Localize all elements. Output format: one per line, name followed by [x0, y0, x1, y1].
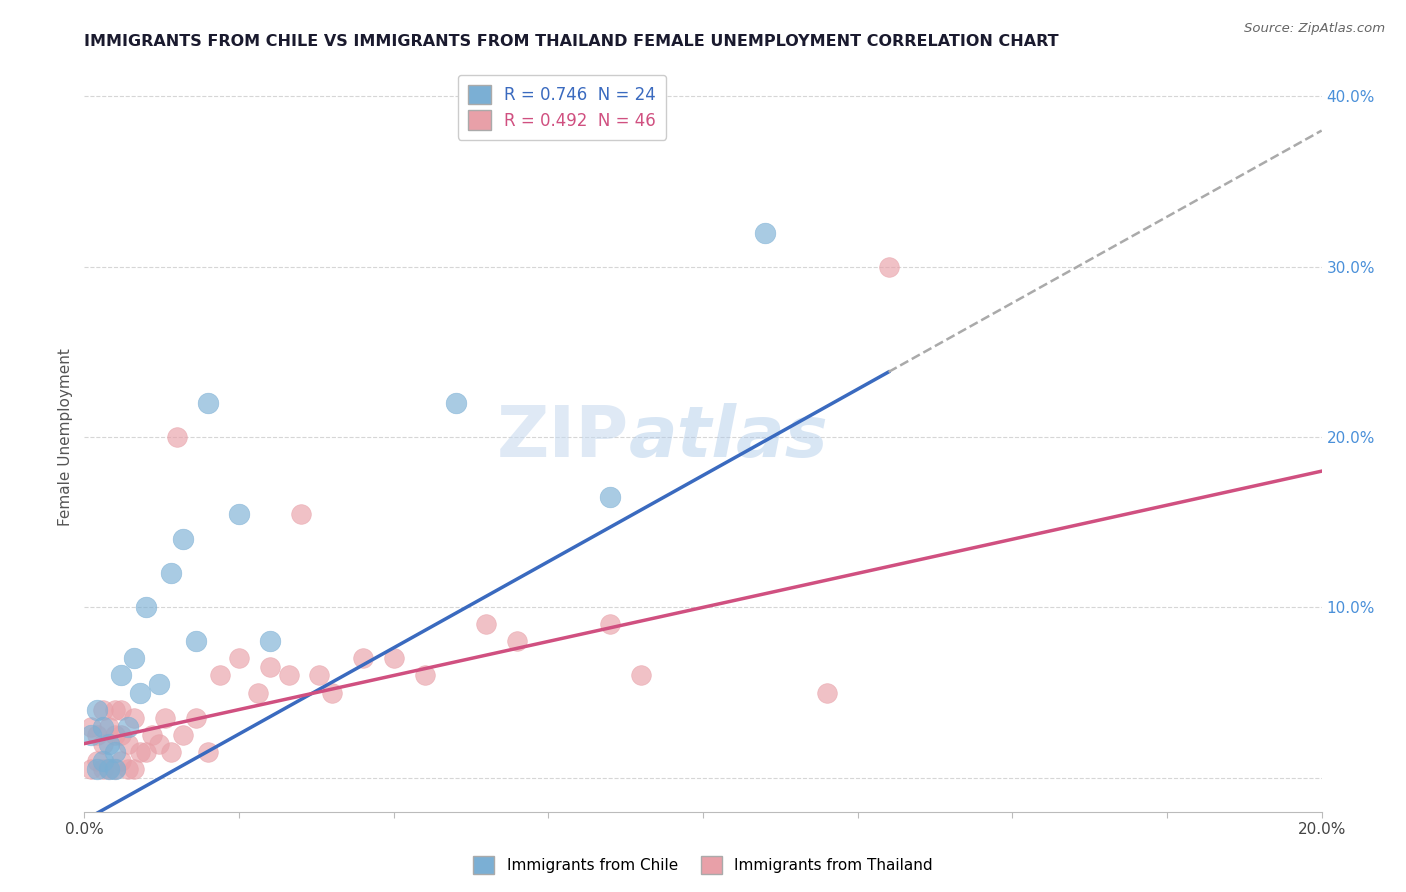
Point — [599, 617, 621, 632]
Point — [86, 702, 108, 716]
Point — [122, 711, 145, 725]
Point — [91, 720, 114, 734]
Point — [104, 762, 127, 776]
Point — [148, 737, 170, 751]
Point — [754, 226, 776, 240]
Point — [321, 685, 343, 699]
Point — [197, 745, 219, 759]
Point — [382, 651, 405, 665]
Point — [79, 728, 101, 742]
Point — [475, 617, 498, 632]
Point — [413, 668, 436, 682]
Point — [160, 745, 183, 759]
Point — [122, 762, 145, 776]
Point — [259, 660, 281, 674]
Point — [91, 754, 114, 768]
Point — [104, 745, 127, 759]
Point — [209, 668, 232, 682]
Point — [197, 396, 219, 410]
Point — [117, 737, 139, 751]
Point — [277, 668, 299, 682]
Y-axis label: Female Unemployment: Female Unemployment — [58, 348, 73, 526]
Text: ZIP: ZIP — [496, 402, 628, 472]
Point — [98, 720, 121, 734]
Point — [104, 728, 127, 742]
Point — [79, 762, 101, 776]
Point — [104, 702, 127, 716]
Legend: R = 0.746  N = 24, R = 0.492  N = 46: R = 0.746 N = 24, R = 0.492 N = 46 — [458, 75, 666, 140]
Point — [129, 745, 152, 759]
Point — [135, 600, 157, 615]
Point — [79, 720, 101, 734]
Point — [110, 668, 132, 682]
Point — [184, 711, 207, 725]
Point — [506, 634, 529, 648]
Point — [308, 668, 330, 682]
Point — [117, 762, 139, 776]
Point — [91, 737, 114, 751]
Point — [110, 728, 132, 742]
Point — [172, 728, 194, 742]
Point — [166, 430, 188, 444]
Point — [599, 490, 621, 504]
Point — [184, 634, 207, 648]
Point — [630, 668, 652, 682]
Point — [91, 762, 114, 776]
Point — [290, 507, 312, 521]
Point — [815, 685, 838, 699]
Point — [160, 566, 183, 581]
Point — [104, 762, 127, 776]
Point — [86, 754, 108, 768]
Point — [98, 762, 121, 776]
Point — [259, 634, 281, 648]
Point — [228, 651, 250, 665]
Point — [129, 685, 152, 699]
Point — [172, 533, 194, 547]
Point — [117, 720, 139, 734]
Point — [148, 677, 170, 691]
Point — [110, 702, 132, 716]
Point — [352, 651, 374, 665]
Point — [86, 762, 108, 776]
Text: atlas: atlas — [628, 402, 828, 472]
Point — [98, 762, 121, 776]
Point — [110, 754, 132, 768]
Point — [153, 711, 176, 725]
Point — [141, 728, 163, 742]
Text: Source: ZipAtlas.com: Source: ZipAtlas.com — [1244, 22, 1385, 36]
Legend: Immigrants from Chile, Immigrants from Thailand: Immigrants from Chile, Immigrants from T… — [467, 850, 939, 880]
Point — [122, 651, 145, 665]
Point — [86, 728, 108, 742]
Point — [98, 737, 121, 751]
Point — [877, 260, 900, 274]
Point — [246, 685, 269, 699]
Point — [91, 702, 114, 716]
Point — [135, 745, 157, 759]
Point — [228, 507, 250, 521]
Text: IMMIGRANTS FROM CHILE VS IMMIGRANTS FROM THAILAND FEMALE UNEMPLOYMENT CORRELATIO: IMMIGRANTS FROM CHILE VS IMMIGRANTS FROM… — [84, 34, 1059, 49]
Point — [444, 396, 467, 410]
